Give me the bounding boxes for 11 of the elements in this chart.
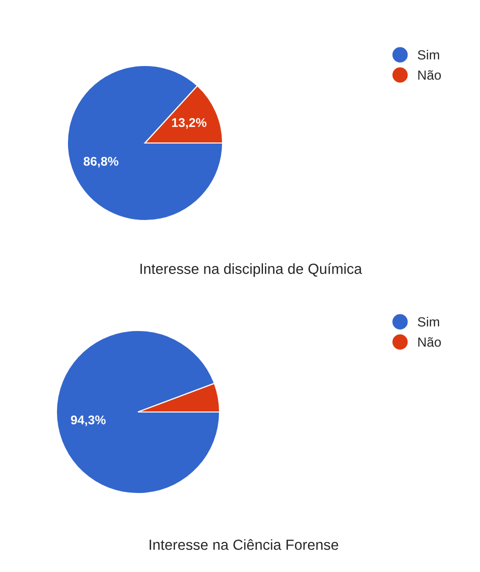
pie-slice [66,64,224,222]
legend-label: Sim [418,50,440,60]
data-label: 94,3% [70,416,106,426]
text: Interesse na disciplina de Química [140,263,362,277]
legend-label: Não [418,70,441,80]
legend-label: Sim [418,316,440,327]
text: Interesse na Ciência Forense [150,539,338,550]
data-label: 13,2% [172,118,206,129]
legend-label: Não [418,337,441,347]
data-label: 86,8% [84,156,118,168]
pie-slice [56,330,220,494]
